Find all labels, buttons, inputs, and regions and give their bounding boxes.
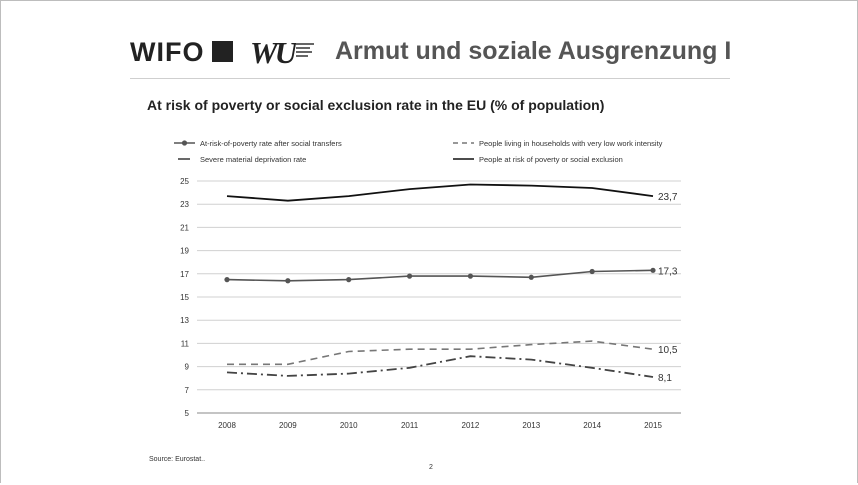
wu-logo-text-lines bbox=[296, 43, 316, 59]
header-divider bbox=[130, 78, 730, 79]
wifo-logo-square bbox=[212, 41, 233, 62]
y-tick-label: 23 bbox=[180, 200, 189, 209]
data-point bbox=[285, 278, 291, 284]
x-tick-label: 2011 bbox=[401, 421, 419, 430]
data-point bbox=[528, 274, 534, 280]
x-tick-label: 2014 bbox=[583, 421, 601, 430]
x-tick-label: 2010 bbox=[340, 421, 358, 430]
series-line-3 bbox=[226, 183, 654, 202]
x-tick-label: 2009 bbox=[279, 421, 297, 430]
end-value-label: 8,1 bbox=[658, 373, 672, 384]
x-tick-label: 2012 bbox=[462, 421, 480, 430]
legend-label: At-risk-of-poverty rate after social tra… bbox=[200, 139, 342, 148]
data-point bbox=[650, 267, 656, 273]
slide-title: Armut und soziale Ausgrenzung I bbox=[335, 37, 732, 65]
x-tick-label: 2015 bbox=[644, 421, 662, 430]
slide-header: WIFO WU Armut und soziale Ausgrenzung I bbox=[130, 35, 732, 75]
end-value-label: 17,3 bbox=[658, 266, 678, 277]
data-point bbox=[589, 268, 595, 275]
y-tick-label: 5 bbox=[185, 409, 190, 418]
wifo-logo: WIFO bbox=[130, 37, 205, 67]
series-line-1 bbox=[227, 340, 654, 366]
y-tick-label: 7 bbox=[185, 386, 190, 395]
data-point bbox=[346, 277, 352, 283]
data-point bbox=[467, 273, 474, 279]
x-tick-label: 2013 bbox=[522, 421, 540, 430]
chart-title: At risk of poverty or social exclusion r… bbox=[147, 97, 605, 113]
y-tick-label: 9 bbox=[185, 363, 190, 372]
y-tick-label: 11 bbox=[181, 339, 190, 348]
series-line-0 bbox=[226, 269, 654, 282]
wu-logo: WU bbox=[250, 35, 297, 70]
data-point bbox=[224, 277, 230, 283]
data-point bbox=[406, 273, 413, 279]
legend-label: People at risk of poverty or social excl… bbox=[479, 155, 623, 164]
legend-label: People living in households with very lo… bbox=[479, 139, 663, 148]
y-tick-label: 19 bbox=[180, 247, 189, 256]
y-tick-label: 17 bbox=[180, 270, 189, 279]
legend-marker bbox=[181, 140, 188, 146]
x-tick-label: 2008 bbox=[218, 421, 236, 430]
y-tick-label: 21 bbox=[180, 223, 189, 232]
y-tick-label: 25 bbox=[180, 177, 189, 186]
source-note: Source: Eurostat.. bbox=[149, 456, 206, 463]
end-value-label: 10,5 bbox=[658, 345, 678, 356]
y-tick-label: 15 bbox=[180, 293, 189, 302]
y-tick-label: 13 bbox=[180, 316, 189, 325]
end-value-label: 23,7 bbox=[658, 192, 678, 203]
page-number: 2 bbox=[429, 464, 433, 471]
legend-label: Severe material deprivation rate bbox=[200, 155, 306, 164]
